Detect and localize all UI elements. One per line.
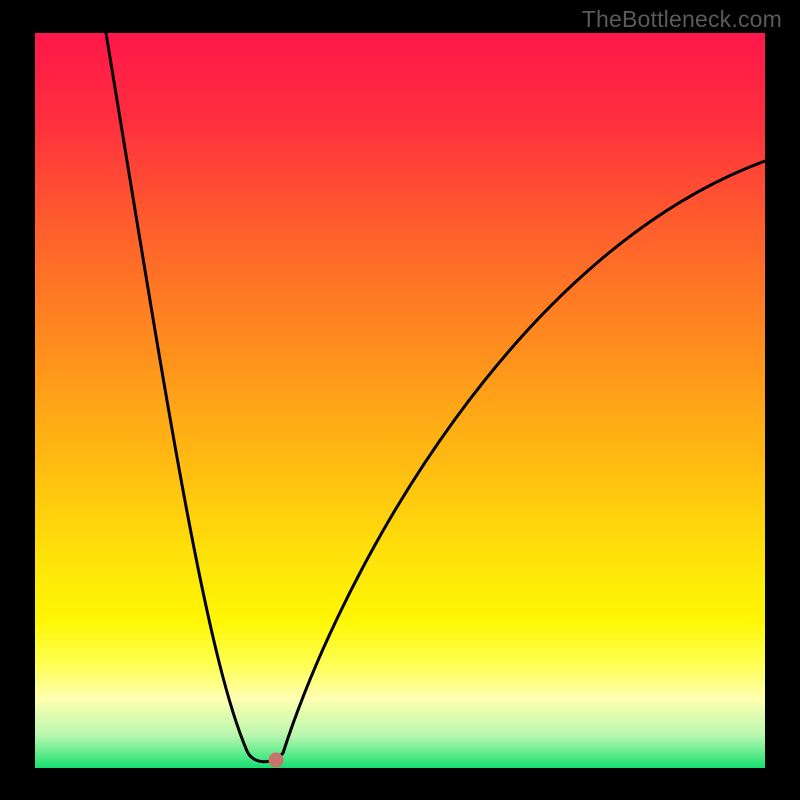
canvas: TheBottleneck.com [0, 0, 800, 800]
optimal-point-marker [269, 753, 284, 768]
curve-path [106, 33, 765, 762]
bottleneck-curve [35, 33, 765, 768]
plot-area [35, 33, 765, 768]
watermark-text: TheBottleneck.com [582, 6, 782, 33]
